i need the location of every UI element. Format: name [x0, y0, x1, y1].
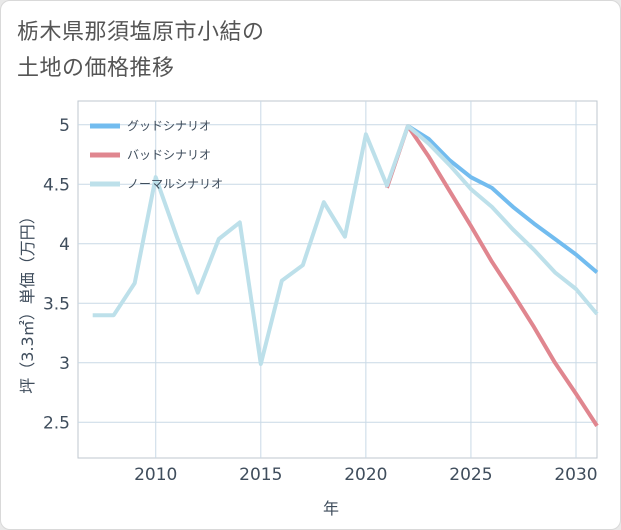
- y-tick-label-5: 5: [59, 116, 70, 136]
- x-tick-label-2030: 2030: [554, 465, 597, 485]
- bad-scenario-line: [385, 124, 599, 427]
- good-scenario-line: [406, 124, 599, 274]
- x-tick-label-2020: 2020: [344, 465, 387, 485]
- x-tick-label-2010: 2010: [134, 465, 177, 485]
- x-tick-label-2015: 2015: [239, 465, 282, 485]
- y-tick-label-3: 3: [59, 354, 70, 374]
- y-tick-label-3.5: 3.5: [43, 294, 70, 314]
- y-tick-label-2.5: 2.5: [43, 413, 70, 433]
- y-gridlines: [78, 124, 597, 423]
- good-scenario-legend-label: グッドシナリオ: [127, 119, 211, 133]
- y-tick-label-4.5: 4.5: [43, 175, 70, 195]
- bad-scenario-legend-label: バッドシナリオ: [127, 148, 211, 162]
- x-tick-labels: 2010 2015 2020 2025 2030: [134, 465, 598, 485]
- chart-title-line-1: 栃木県那須塩原市小結の: [17, 20, 265, 45]
- chart-title-line-2: 土地の価格推移: [17, 56, 175, 81]
- normal-scenario-line: [92, 124, 599, 366]
- x-axis-title: 年: [323, 499, 339, 518]
- x-gridlines: [155, 101, 577, 458]
- y-axis-title: 坪（3.3㎡）単価（万円）: [18, 208, 37, 393]
- normal-scenario-legend-label: ノーマルシナリオ: [127, 177, 223, 191]
- plot-area: [77, 100, 598, 459]
- series-layer: [92, 124, 599, 427]
- x-tick-label-2025: 2025: [449, 465, 492, 485]
- chart-title: 栃木県那須塩原市小結の 土地の価格推移: [17, 15, 377, 87]
- y-tick-label-4: 4: [59, 235, 70, 255]
- y-tick-labels: 2.5 3 3.5 4 4.5 5: [43, 116, 70, 433]
